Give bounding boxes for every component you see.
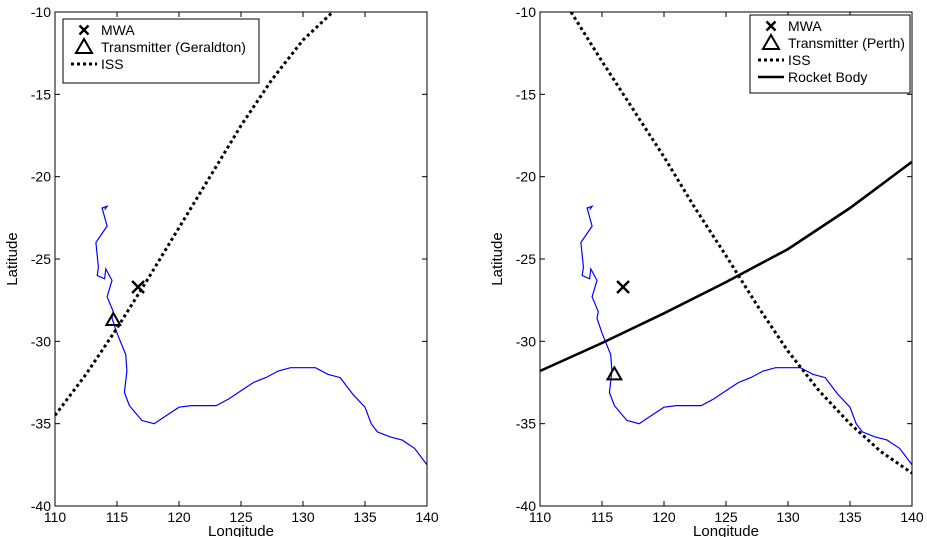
y-tick-label: -35 bbox=[516, 416, 536, 432]
chart-panel-2: 110 115 120 125 130 135 140 -40 -35 -30 -25 -20 -15 -… bbox=[489, 4, 924, 537]
x-tick-label: 135 bbox=[838, 509, 862, 525]
y-tick-label: -20 bbox=[516, 169, 536, 185]
legend-triangle-symbol bbox=[761, 32, 781, 50]
transmitter-marker bbox=[605, 365, 624, 381]
series-iss-line bbox=[569, 12, 912, 475]
y-tick-label: -15 bbox=[516, 86, 536, 102]
x-tick-label: 140 bbox=[900, 509, 924, 525]
legend-cross-symbol bbox=[765, 20, 777, 32]
coastline bbox=[95, 205, 427, 466]
legend-label: ISS bbox=[101, 56, 124, 72]
x-tick-label: 125 bbox=[229, 509, 253, 525]
mwa-marker bbox=[616, 280, 630, 294]
legend-label: Rocket Body bbox=[788, 69, 867, 85]
legend-box bbox=[749, 14, 911, 94]
chart-panel-1: 110 115 120 125 130 135 140 -40 -35 -30 -25 -20 -15 -… bbox=[4, 4, 439, 537]
x-tick-label: 125 bbox=[714, 509, 738, 525]
x-tick-label: 115 bbox=[591, 509, 614, 525]
y-tick-label: -25 bbox=[31, 251, 51, 267]
x-tick-label: 120 bbox=[167, 509, 191, 525]
x-tick-label: 130 bbox=[291, 509, 315, 525]
x-tick-label: 135 bbox=[353, 509, 377, 525]
x-tick-label: 140 bbox=[415, 509, 439, 525]
transmitter-marker bbox=[104, 311, 122, 327]
legend-label: Transmitter (Geraldton) bbox=[101, 39, 246, 55]
plot-frame bbox=[54, 11, 428, 507]
x-tick-label: 110 bbox=[529, 509, 552, 525]
legend-label: MWA bbox=[101, 22, 135, 38]
y-tick-label: -30 bbox=[516, 333, 536, 349]
x-tick-label: 115 bbox=[106, 509, 129, 525]
coastline bbox=[580, 205, 912, 466]
y-tick-label: -35 bbox=[31, 416, 51, 432]
x-tick-label: 130 bbox=[776, 509, 800, 525]
y-tick-label: -15 bbox=[31, 86, 51, 102]
legend-triangle-symbol bbox=[74, 36, 94, 54]
y-tick-label: -40 bbox=[31, 498, 51, 514]
y-tick-label: -30 bbox=[31, 333, 51, 349]
legend-box bbox=[62, 18, 260, 84]
legend-label: MWA bbox=[788, 18, 822, 34]
x-axis-label: Longitude bbox=[693, 523, 759, 537]
y-tick-label: -20 bbox=[31, 169, 51, 185]
mwa-marker bbox=[131, 280, 145, 294]
legend-label: Transmitter (Perth) bbox=[788, 35, 905, 51]
x-tick-label: 110 bbox=[44, 509, 67, 525]
y-axis-label: Latitude bbox=[4, 232, 21, 285]
legend-cross-symbol bbox=[78, 24, 90, 36]
legend-label: ISS bbox=[788, 52, 811, 68]
y-tick-label: -25 bbox=[516, 251, 536, 267]
series-rocket-body-line bbox=[540, 160, 912, 373]
y-tick-label: -40 bbox=[516, 498, 536, 514]
y-axis-label: Latitude bbox=[489, 232, 506, 285]
series-iss-line bbox=[55, 12, 334, 417]
y-tick-label: -10 bbox=[31, 4, 51, 20]
y-tick-label: -10 bbox=[516, 4, 536, 20]
x-axis-label: Longitude bbox=[208, 523, 274, 537]
x-tick-label: 120 bbox=[652, 509, 676, 525]
